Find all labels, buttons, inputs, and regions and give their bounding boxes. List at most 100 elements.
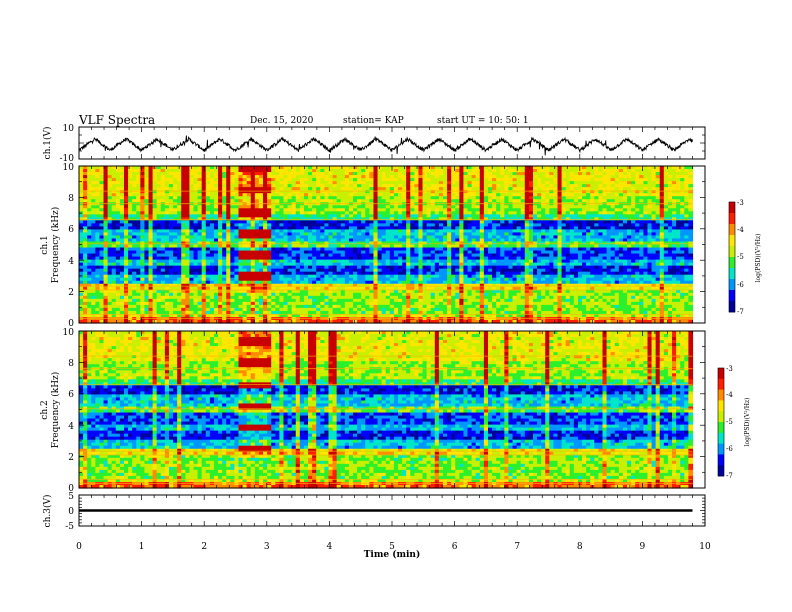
spectrogram-cell [177, 172, 182, 176]
spectrogram-cell [156, 196, 162, 200]
spectrogram-cell [197, 172, 203, 176]
spectrogram-cell [173, 232, 178, 237]
spectrogram-cell [156, 223, 162, 227]
spectrogram-cell [156, 298, 162, 303]
spectrogram-cell [164, 274, 170, 279]
spectrogram-cell [156, 307, 162, 312]
spectrogram-cell [87, 262, 92, 267]
spectrogram-cell [128, 172, 133, 176]
spectrogram-cell [222, 259, 227, 264]
spectrogram-cell [160, 271, 166, 276]
spectrogram-cell [218, 283, 223, 288]
spectrogram-cell [230, 250, 236, 255]
spectrogram-cell [99, 223, 105, 227]
spectrogram-cell [218, 244, 223, 249]
spectrogram-cell [160, 223, 166, 227]
spectrogram-cell [177, 238, 182, 243]
spectrogram-cell [160, 313, 166, 318]
spectrogram-cell [168, 166, 174, 170]
spectrogram-cell [189, 208, 195, 212]
spectrogram-cell [209, 184, 215, 188]
spectrogram-cell [209, 310, 215, 315]
spectrogram-cell [123, 313, 129, 318]
spectrogram-cell [222, 184, 227, 188]
spectrogram-cell [197, 316, 203, 321]
spectrogram-cell [83, 307, 88, 312]
spectrogram-cell [103, 298, 109, 303]
spectrogram-cell [91, 244, 96, 249]
spectrogram-cell [99, 301, 105, 306]
spectrogram-cell [197, 169, 203, 173]
spectrogram-cell [173, 292, 178, 297]
spectrogram-cell [115, 223, 121, 227]
spectrogram-cell [119, 226, 125, 230]
spectrogram-cell [173, 169, 178, 173]
spectrogram-cell [156, 289, 162, 294]
spectrogram-cell [197, 277, 203, 282]
spectrogram-cell [107, 193, 113, 197]
spectrogram-cell [79, 172, 84, 176]
spectrogram-cell [164, 289, 170, 294]
spectrogram-cell [111, 283, 117, 288]
spectrogram-cell [87, 247, 92, 252]
spectrogram-cell [119, 223, 125, 227]
spectrogram-cell [185, 250, 191, 255]
spectrogram-cell [197, 256, 203, 261]
spectrogram-cell [189, 187, 195, 191]
spectrogram-cell [91, 193, 96, 197]
spectrogram-cell [209, 262, 215, 267]
spectrogram-cell [95, 292, 101, 297]
spectrogram-cell [218, 253, 223, 258]
spectrogram-cell [132, 190, 137, 194]
spectrogram-cell [209, 274, 215, 279]
spectrogram-cell [164, 265, 170, 270]
spectrogram-cell [164, 181, 170, 185]
spectrogram-cell [115, 283, 121, 288]
spectrogram-cell [144, 169, 150, 173]
spectrogram-cell [140, 223, 146, 227]
spectrogram-cell [209, 169, 215, 173]
spectrogram-cell [132, 271, 137, 276]
spectrogram-cell [230, 301, 236, 306]
spectrogram-cell [193, 220, 199, 224]
spectrogram-cell [234, 166, 240, 170]
spectrogram-cell [226, 226, 231, 230]
spectrogram-cell [177, 262, 182, 267]
spectrogram-cell [91, 283, 96, 288]
spectrogram-cell [222, 256, 227, 261]
spectrogram-cell [148, 298, 154, 303]
spectrogram-cell [156, 190, 162, 194]
spectrogram-cell [87, 238, 92, 243]
spectrogram-cell [222, 178, 227, 182]
spectrogram-cell [91, 313, 96, 318]
spectrogram-cell [132, 199, 137, 203]
spectrogram-cell [193, 292, 199, 297]
spectrogram-cell [87, 280, 92, 285]
spectrogram-cell [234, 289, 240, 294]
spectrogram-cell [205, 259, 211, 264]
spectrogram-cell [185, 262, 191, 267]
spectrogram-cell [164, 226, 170, 230]
spectrogram-cell [128, 289, 133, 294]
spectrogram-cell [119, 316, 125, 321]
spectrogram-cell [144, 199, 150, 203]
spectrogram-cell [189, 313, 195, 318]
spectrogram-cell [173, 229, 178, 234]
spectrogram-cell [144, 235, 150, 240]
spectrogram-cell [230, 205, 236, 209]
spectrogram-cell [209, 301, 215, 306]
spectrogram-cell [230, 289, 236, 294]
spectrogram-cell [234, 184, 240, 188]
spectrogram-cell [234, 295, 240, 300]
spectrogram-cell [91, 292, 96, 297]
spectrogram-cell [123, 301, 129, 306]
spectrogram-cell [152, 262, 158, 267]
spectrogram-cell [119, 319, 125, 324]
spectrogram-cell [148, 208, 154, 212]
spectrogram-cell [83, 310, 88, 315]
spectrogram-cell [173, 274, 178, 279]
spectrogram-cell [213, 214, 219, 218]
spectrogram-cell [144, 286, 150, 291]
spectrogram-cell [213, 310, 219, 315]
spectrogram-cell [230, 298, 236, 303]
